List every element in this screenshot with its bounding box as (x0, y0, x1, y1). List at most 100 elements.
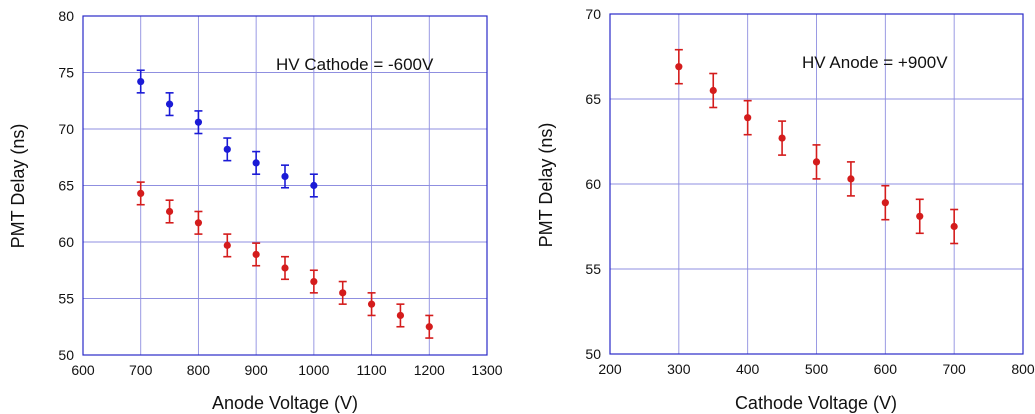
right-y-tick-label: 50 (585, 346, 601, 362)
left-annotation: HV Cathode = -600V (276, 55, 434, 74)
data-marker (137, 189, 145, 198)
data-point (223, 137, 232, 162)
right-x-tick-labels: 200 300 400 500 600 700 800 (598, 361, 1035, 377)
left-x-axis-label: Anode Voltage (V) (212, 393, 358, 413)
right-y-tick-label: 70 (585, 6, 601, 22)
left-x-tick-label: 1100 (357, 362, 387, 378)
data-point (309, 173, 318, 198)
data-marker (709, 86, 717, 95)
data-marker (812, 158, 821, 166)
data-point (252, 242, 261, 267)
data-point (425, 314, 434, 339)
data-point (252, 150, 261, 175)
data-point (367, 292, 376, 317)
left-series-0 (136, 69, 318, 198)
data-marker (137, 77, 145, 86)
right-y-tick-label: 60 (585, 176, 601, 192)
data-point (709, 72, 718, 109)
left-y-tick-label: 50 (58, 347, 74, 363)
data-point (743, 99, 752, 136)
left-y-tick-label: 65 (58, 178, 74, 194)
left-y-tick-labels: 50 55 60 65 70 75 80 (58, 8, 74, 363)
left-data-marks (136, 69, 434, 339)
data-point (281, 164, 289, 189)
data-marker (194, 118, 203, 126)
data-point (281, 255, 289, 281)
left-y-tick-label: 60 (58, 234, 74, 250)
right-x-tick-label: 300 (667, 361, 691, 377)
left-x-tick-label: 1200 (414, 362, 445, 378)
right-data-marks (674, 48, 959, 245)
data-marker (281, 172, 289, 181)
data-marker (165, 207, 174, 216)
data-point (674, 48, 683, 85)
right-x-tick-label: 700 (942, 361, 966, 377)
left-y-tick-label: 75 (58, 65, 74, 81)
left-y-tick-label: 70 (58, 121, 74, 137)
data-marker (252, 250, 260, 259)
data-marker (252, 159, 260, 167)
data-point (338, 280, 347, 305)
data-marker (223, 145, 231, 153)
left-x-tick-label: 800 (187, 362, 211, 378)
left-x-tick-labels: 600 700 800 900 1000 1100 1200 1300 (71, 362, 502, 378)
data-point (194, 210, 203, 235)
right-x-tick-label: 600 (874, 361, 898, 377)
data-marker (675, 63, 683, 71)
right-x-tick-label: 400 (736, 361, 760, 377)
right-chart: 200 300 400 500 600 700 800 50 55 60 65 70 HV Anod… (536, 6, 1035, 413)
data-point (194, 110, 203, 135)
data-point (846, 161, 855, 197)
left-plot-frame (82, 15, 488, 356)
data-point (950, 208, 959, 245)
right-y-axis-label: PMT Delay (ns) (536, 123, 556, 248)
data-marker (310, 181, 318, 190)
data-marker (194, 219, 203, 227)
data-point (136, 69, 145, 94)
right-y-tick-labels: 50 55 60 65 70 (585, 6, 601, 362)
data-point (778, 120, 787, 156)
left-y-axis-label: PMT Delay (ns) (8, 124, 28, 249)
data-point (396, 303, 405, 328)
data-point (309, 269, 318, 294)
left-x-tick-label: 600 (71, 362, 95, 378)
data-point (223, 233, 232, 258)
data-marker (950, 222, 958, 231)
left-x-tick-label: 1000 (298, 362, 329, 378)
right-plot-frame (609, 13, 1024, 355)
data-point (915, 198, 924, 235)
left-chart: 600 700 800 900 1000 1100 1200 1300 50 55 60 65 70 7… (8, 8, 503, 413)
right-annotation: HV Anode = +900V (802, 53, 948, 72)
left-series-1 (136, 181, 434, 339)
data-marker (165, 100, 174, 108)
right-x-axis-label: Cathode Voltage (V) (735, 393, 897, 413)
data-point (136, 181, 145, 206)
data-marker (847, 175, 855, 183)
right-y-tick-label: 65 (585, 91, 601, 107)
data-marker (396, 311, 405, 320)
data-point (812, 144, 821, 180)
left-y-tick-label: 55 (58, 291, 74, 307)
left-x-tick-label: 1300 (471, 362, 502, 378)
data-point (165, 199, 174, 224)
left-x-tick-label: 700 (129, 362, 153, 378)
left-x-tick-label: 900 (244, 362, 268, 378)
data-marker (425, 323, 433, 331)
right-x-tick-label: 800 (1011, 361, 1035, 377)
data-marker (916, 212, 924, 220)
data-marker (778, 134, 786, 142)
data-point (165, 92, 174, 117)
data-marker (367, 300, 376, 308)
data-point (881, 184, 890, 221)
data-marker (881, 199, 889, 207)
data-marker (310, 277, 318, 286)
right-series-0 (674, 48, 959, 245)
right-x-tick-label: 500 (805, 361, 829, 377)
left-y-tick-label: 80 (58, 8, 74, 24)
right-x-tick-label: 200 (598, 361, 622, 377)
data-marker (744, 114, 752, 122)
right-y-tick-label: 55 (585, 261, 601, 277)
data-marker (281, 264, 289, 272)
data-marker (339, 289, 347, 297)
